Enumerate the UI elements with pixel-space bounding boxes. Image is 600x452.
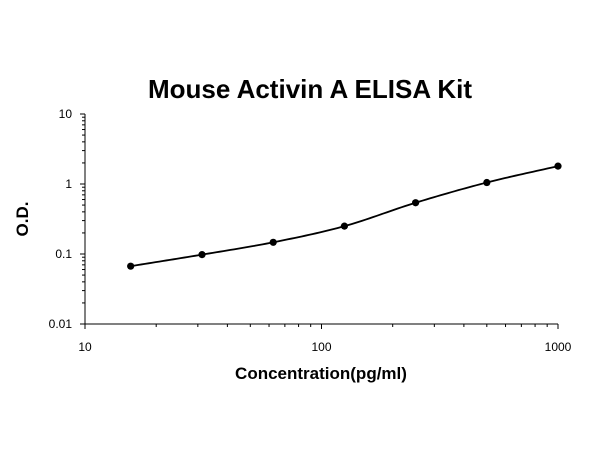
- data-point: [198, 251, 206, 259]
- data-point: [412, 199, 420, 207]
- x-axis-label: Concentration(pg/ml): [235, 364, 407, 383]
- data-point: [269, 238, 277, 246]
- fit-curve: [130, 165, 559, 268]
- axes: [84, 114, 558, 325]
- x-tick-label: 1000: [545, 340, 572, 354]
- data-point: [127, 262, 135, 270]
- fit-curve-layer: [130, 165, 559, 268]
- chart-title: Mouse Activin A ELISA Kit: [148, 74, 472, 104]
- x-tick-label: 10: [78, 340, 92, 354]
- data-point: [554, 162, 562, 170]
- y-axis-label: O.D.: [13, 202, 32, 237]
- y-tick-label: 0.1: [55, 247, 72, 261]
- ticks: 10 1 0.1 0.01 10 100 1000: [49, 107, 572, 354]
- data-points: [127, 162, 562, 270]
- y-tick-label: 0.01: [49, 317, 73, 331]
- y-tick-label: 10: [59, 107, 73, 121]
- y-tick-label: 1: [65, 177, 72, 191]
- x-tick-label: 100: [311, 340, 331, 354]
- data-point: [483, 178, 491, 187]
- data-point: [340, 222, 349, 230]
